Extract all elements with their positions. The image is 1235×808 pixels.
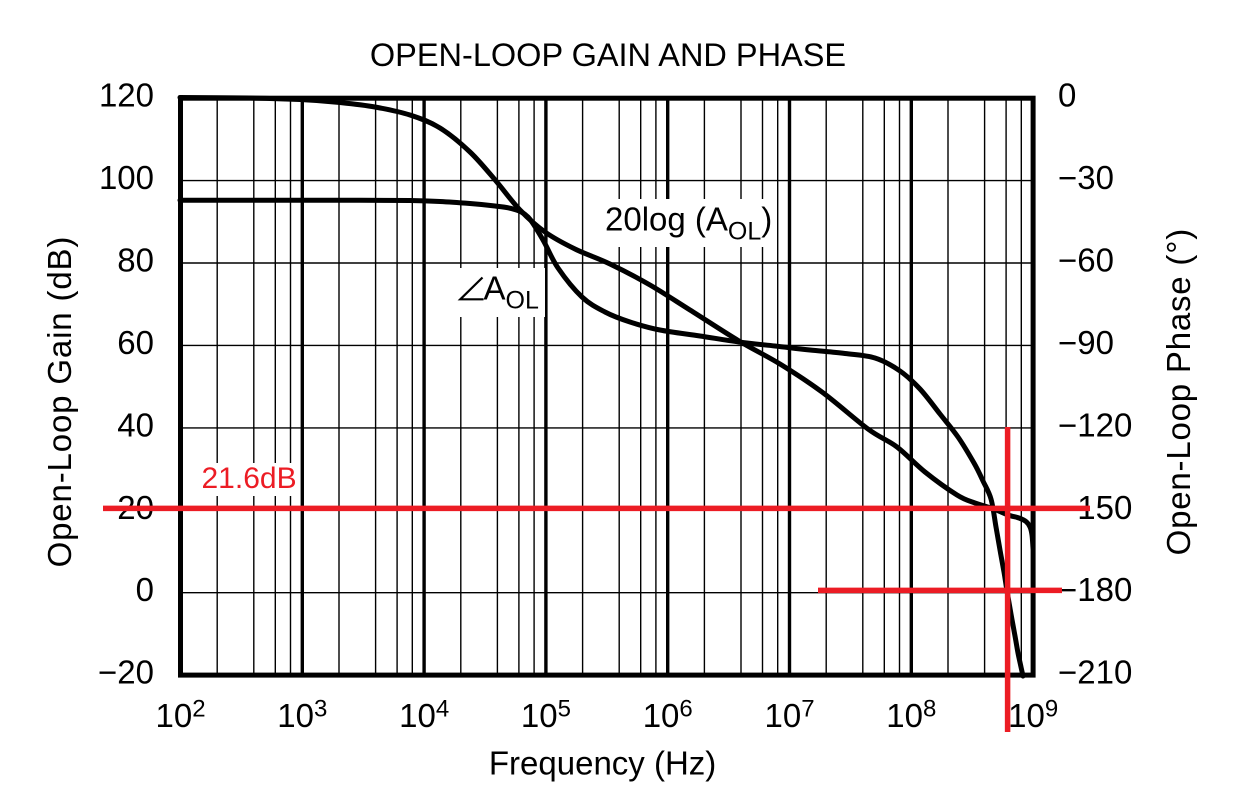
svg-text:−180: −180 (1058, 571, 1132, 608)
svg-text:105: 105 (521, 696, 571, 735)
svg-text:21.6dB: 21.6dB (202, 462, 297, 495)
svg-text:80: 80 (117, 242, 154, 279)
svg-text:−210: −210 (1058, 654, 1132, 691)
svg-text:−120: −120 (1058, 406, 1132, 443)
svg-text:−20: −20 (98, 654, 154, 691)
svg-text:0: 0 (1058, 77, 1076, 114)
svg-text:−90: −90 (1058, 324, 1114, 361)
svg-text:100: 100 (99, 159, 154, 196)
svg-text:−60: −60 (1058, 242, 1114, 279)
svg-text:Open-Loop Phase (°): Open-Loop Phase (°) (1160, 228, 1197, 555)
svg-text:Frequency (Hz): Frequency (Hz) (489, 745, 716, 782)
svg-text:OPEN-LOOP GAIN AND PHASE: OPEN-LOOP GAIN AND PHASE (370, 37, 846, 73)
svg-text:60: 60 (117, 324, 154, 361)
svg-text:0: 0 (136, 571, 154, 608)
svg-text:−30: −30 (1058, 159, 1114, 196)
svg-text:120: 120 (99, 77, 154, 114)
svg-text:108: 108 (886, 696, 936, 735)
svg-text:40: 40 (117, 406, 154, 443)
svg-text:Open-Loop Gain (dB): Open-Loop Gain (dB) (41, 236, 78, 568)
